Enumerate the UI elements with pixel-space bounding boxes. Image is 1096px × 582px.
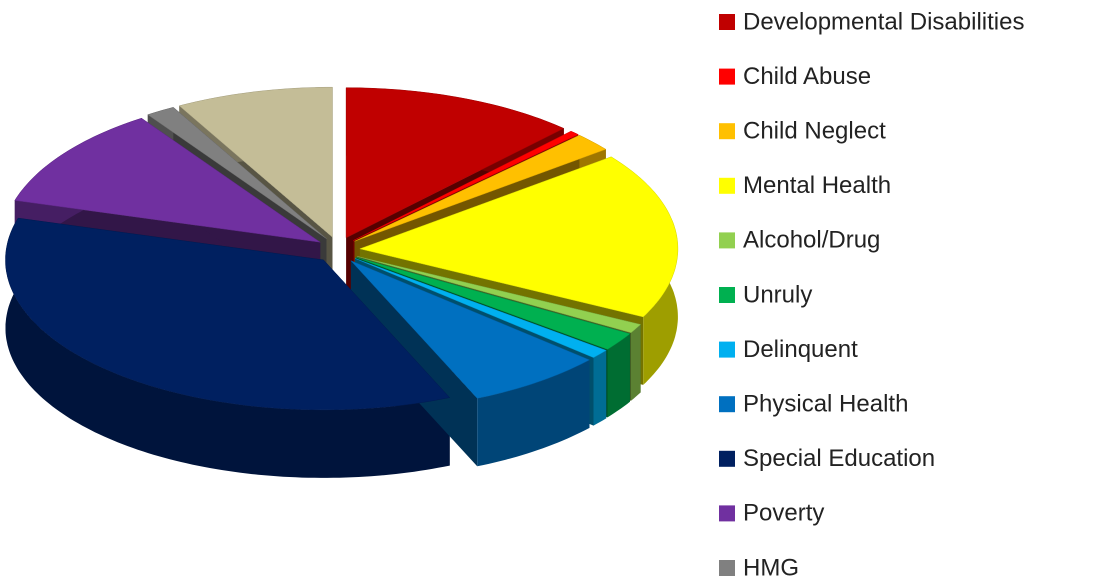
legend-swatch bbox=[719, 232, 735, 249]
slice-wall bbox=[631, 324, 641, 401]
slice-wall bbox=[593, 350, 607, 426]
pie-tops bbox=[5, 86, 679, 411]
legend-swatch bbox=[719, 177, 735, 194]
pie-slice bbox=[5, 217, 451, 411]
legend-swatch bbox=[719, 560, 735, 576]
legend-swatch bbox=[719, 14, 735, 30]
legend-label: Physical Health bbox=[743, 391, 908, 418]
legend-label: Developmental Disabilities bbox=[743, 8, 1024, 35]
legend-swatch bbox=[719, 505, 735, 522]
pie-slice bbox=[353, 130, 579, 241]
pie-slice bbox=[178, 86, 333, 238]
legend-swatch bbox=[719, 450, 735, 467]
legend-label: Unruly bbox=[743, 281, 812, 308]
legend-label: Child Abuse bbox=[743, 63, 871, 90]
legend-swatch bbox=[719, 68, 735, 85]
legend-label: Child Neglect bbox=[743, 118, 886, 145]
legend-swatch bbox=[719, 287, 735, 303]
slice-wall bbox=[5, 218, 450, 478]
pie-slice bbox=[354, 258, 607, 358]
legend-label: Poverty bbox=[743, 500, 824, 527]
pie-slice bbox=[356, 257, 631, 350]
legend-label: Delinquent bbox=[743, 336, 858, 363]
legend-swatch bbox=[719, 341, 735, 358]
pie-slice bbox=[359, 156, 679, 318]
slice-wall bbox=[607, 333, 630, 418]
legend-swatch bbox=[719, 123, 735, 140]
pie-slice bbox=[350, 260, 591, 399]
pie-slice bbox=[357, 256, 642, 333]
legend-swatch bbox=[719, 396, 735, 413]
legend-label: Mental Health bbox=[743, 172, 891, 199]
slice-wall bbox=[477, 359, 590, 467]
legend-label: HMG bbox=[743, 554, 799, 581]
pie-slice bbox=[147, 107, 327, 239]
pie-slice bbox=[354, 134, 607, 242]
legend-label: Special Education bbox=[743, 445, 935, 472]
legend-label: Alcohol/Drug bbox=[743, 227, 880, 254]
pie-slice bbox=[14, 117, 321, 243]
pie-slice bbox=[345, 87, 565, 239]
